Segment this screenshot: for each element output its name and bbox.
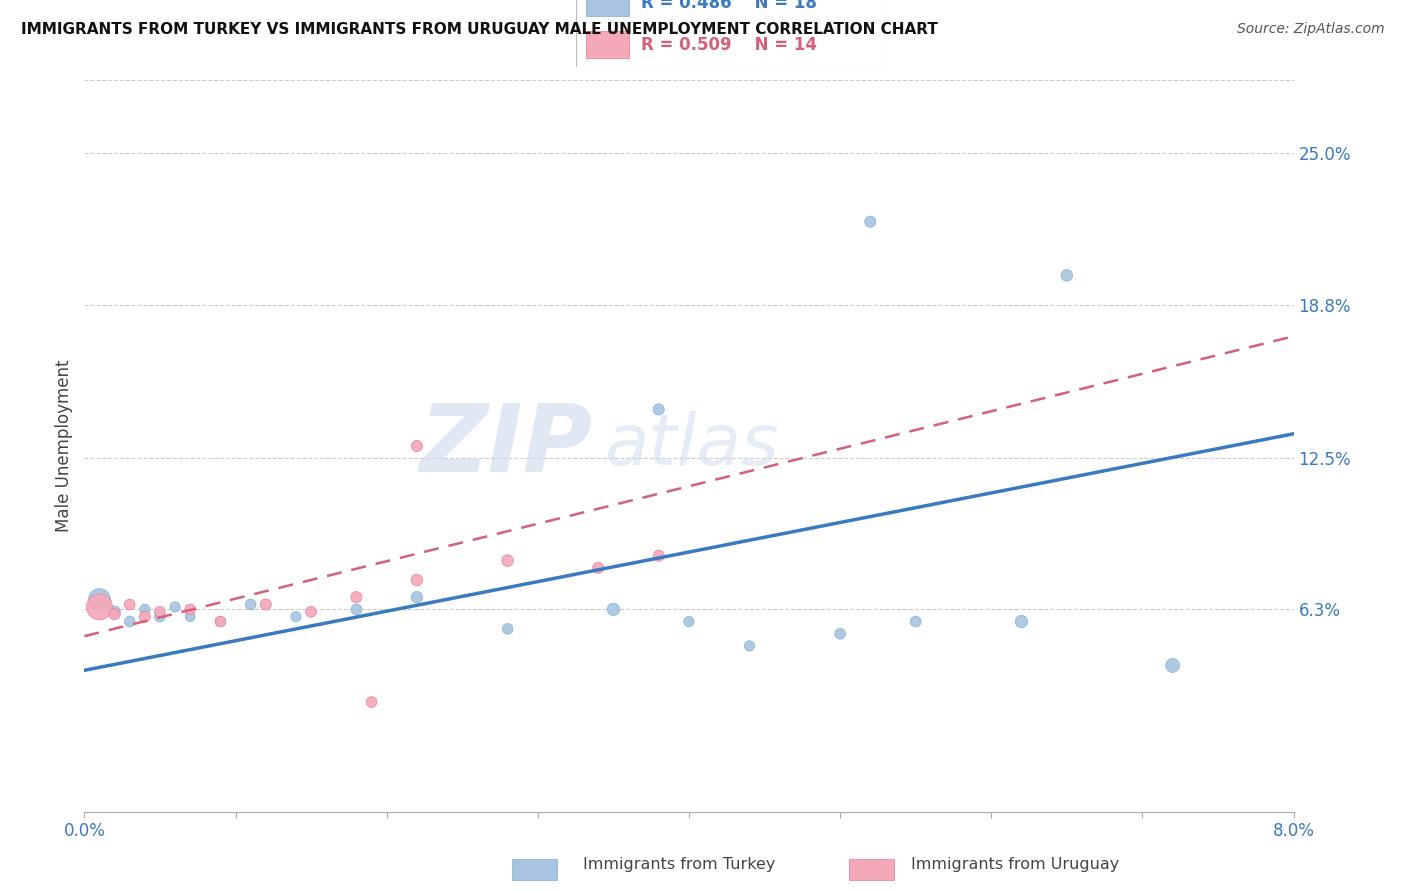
Point — [89, 592, 111, 607]
Text: atlas: atlas — [605, 411, 779, 481]
Point — [738, 639, 761, 653]
Text: Immigrants from Uruguay: Immigrants from Uruguay — [911, 857, 1119, 872]
Point — [134, 609, 156, 624]
Point — [104, 605, 127, 619]
Text: R = 0.486    N = 18: R = 0.486 N = 18 — [641, 0, 817, 12]
Point — [904, 615, 927, 629]
Text: IMMIGRANTS FROM TURKEY VS IMMIGRANTS FROM URUGUAY MALE UNEMPLOYMENT CORRELATION : IMMIGRANTS FROM TURKEY VS IMMIGRANTS FRO… — [21, 22, 938, 37]
Bar — [849, 859, 894, 880]
Point — [678, 615, 700, 629]
Point — [648, 549, 671, 563]
Point — [1161, 658, 1184, 673]
Point — [496, 622, 519, 636]
Point — [406, 590, 429, 604]
Point — [346, 590, 368, 604]
Point — [1056, 268, 1078, 283]
Point — [89, 599, 111, 614]
Point — [360, 695, 382, 709]
Point — [104, 607, 127, 622]
Point — [118, 598, 141, 612]
Point — [859, 215, 882, 229]
Point — [299, 605, 322, 619]
Point — [496, 553, 519, 567]
Point — [254, 598, 277, 612]
Point — [209, 615, 232, 629]
Point — [648, 402, 671, 417]
Point — [346, 602, 368, 616]
Point — [239, 598, 262, 612]
Point — [179, 602, 201, 616]
Point — [209, 615, 232, 629]
Point — [406, 439, 429, 453]
Point — [406, 573, 429, 587]
Text: R = 0.509    N = 14: R = 0.509 N = 14 — [641, 36, 817, 54]
Point — [179, 609, 201, 624]
Point — [588, 561, 610, 575]
Text: Immigrants from Turkey: Immigrants from Turkey — [583, 857, 776, 872]
Text: Source: ZipAtlas.com: Source: ZipAtlas.com — [1237, 22, 1385, 37]
Text: ZIP: ZIP — [419, 400, 592, 492]
Point — [830, 626, 852, 640]
Point — [118, 615, 141, 629]
Bar — [586, 0, 628, 16]
Point — [165, 599, 187, 614]
Point — [1011, 615, 1033, 629]
Point — [149, 609, 172, 624]
Point — [602, 602, 624, 616]
Point — [285, 609, 308, 624]
Bar — [512, 859, 557, 880]
Bar — [586, 31, 628, 58]
Y-axis label: Male Unemployment: Male Unemployment — [55, 359, 73, 533]
Point — [134, 602, 156, 616]
Point — [149, 605, 172, 619]
